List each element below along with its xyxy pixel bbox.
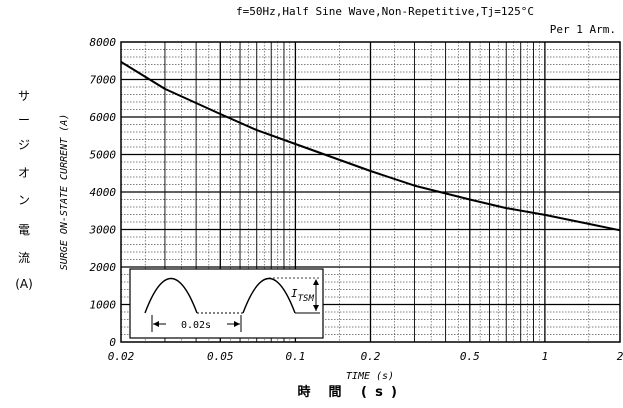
x-tick-label: 0.2 xyxy=(361,350,381,363)
inset-peak-arrowhead-top xyxy=(313,279,319,285)
chart-title: f=50Hz,Half Sine Wave,Non-Repetitive,Tj=… xyxy=(236,5,534,18)
y-tick-label: 1000 xyxy=(90,299,117,312)
inset-period-arrowhead-right xyxy=(234,321,240,327)
x-label-jp-char: 時 xyxy=(297,384,310,400)
inset-half-sine-1 xyxy=(144,278,198,314)
inset-period-arrowhead-left xyxy=(153,321,159,327)
y-label-jp-char: サ xyxy=(18,89,30,103)
x-tick-label: 0.02 xyxy=(108,350,135,363)
y-tick-label: 6000 xyxy=(90,111,117,124)
y-tick-labels: 0 1000 2000 3000 4000 5000 6000 7000 8000 xyxy=(89,36,117,349)
x-tick-label: 0.05 xyxy=(207,350,234,363)
y-label-jp-char: (A) xyxy=(15,277,33,291)
y-tick-label: 7000 xyxy=(90,74,117,87)
y-axis-label-jp: サ ー ジ オ ン 電 流 (A) xyxy=(15,89,33,291)
y-label-jp-char: ジ xyxy=(18,138,30,152)
plot-frame xyxy=(120,41,621,343)
x-tick-label: 0.1 xyxy=(285,350,305,363)
y-tick-label: 2000 xyxy=(90,261,117,274)
y-tick-label: 4000 xyxy=(90,186,117,199)
inset-half-sine-2 xyxy=(242,278,296,314)
x-tick-label: 2 xyxy=(617,350,623,363)
y-label-jp-char: 流 xyxy=(18,251,30,265)
x-tick-label: 0.5 xyxy=(460,350,480,363)
y-tick-label: 3000 xyxy=(89,224,117,237)
y-tick-label: 8000 xyxy=(90,36,117,49)
inset-current-label: ITSM xyxy=(291,287,314,304)
x-label-jp-char: s xyxy=(375,385,383,400)
x-axis-label-jp: 時 間 ( s ) xyxy=(297,384,396,400)
x-tick-label: 1 xyxy=(542,350,549,363)
y-axis-label: SURGE ON-STATE CURRENT (A) xyxy=(59,114,70,271)
x-axis-label: TIME (s) xyxy=(346,371,394,382)
inset-interval-label: 0.02s xyxy=(181,320,211,331)
series-line xyxy=(120,61,621,232)
y-tick-label: 0 xyxy=(109,336,116,349)
y-label-jp-char: 電 xyxy=(18,223,30,237)
x-label-jp-char: ( xyxy=(361,385,367,400)
y-label-jp-char: オ xyxy=(18,166,30,180)
x-tick-labels: 0.02 0.05 0.1 0.2 0.5 1 2 xyxy=(108,350,623,363)
y-tick-label: 5000 xyxy=(90,149,117,162)
inset-box xyxy=(129,268,324,339)
y-label-jp-char: ー xyxy=(18,113,30,127)
series-group xyxy=(120,61,621,232)
inset-peak-arrowhead-bottom xyxy=(313,305,319,311)
x-label-jp-char: 間 xyxy=(328,385,341,400)
waveform-inset: ITSM 0.02s xyxy=(129,268,324,339)
x-label-jp-char: ) xyxy=(391,385,397,400)
corner-label: Per 1 Arm. xyxy=(550,23,616,36)
y-label-jp-char: ン xyxy=(18,193,30,207)
